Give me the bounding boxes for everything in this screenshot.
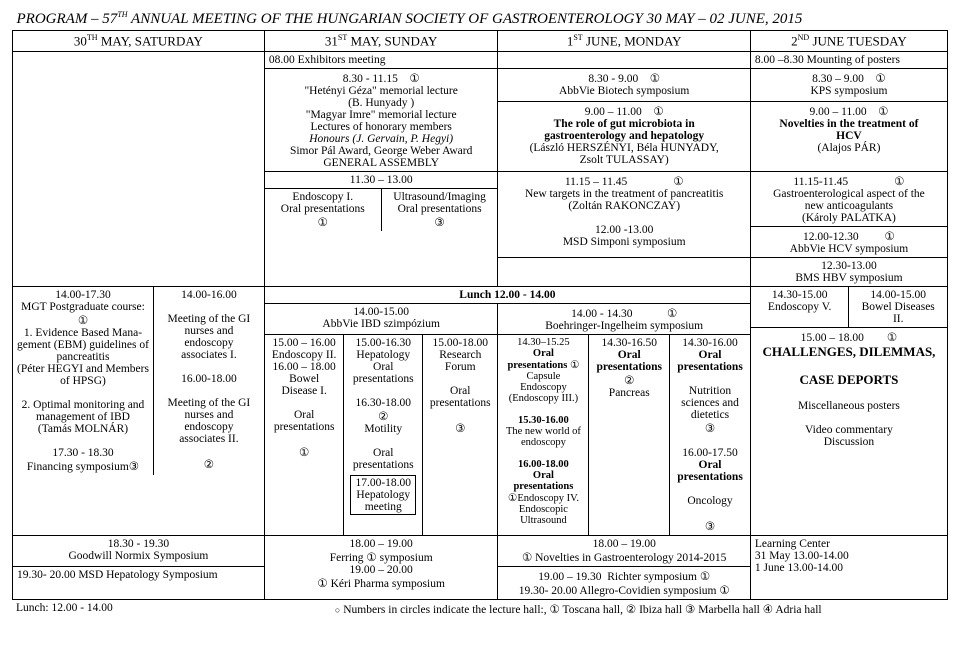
title-rest: ANNUAL MEETING OF THE HUNGARIAN SOCIETY …	[128, 11, 803, 27]
mon-empty-late	[498, 258, 750, 287]
sun-pm-col2: 15.00-16.30 Hepatology Oral presentation…	[344, 335, 423, 536]
footer-lunch: Lunch: 12.00 - 14.00	[12, 600, 209, 618]
day-sat: 30TH MAY, SATURDAY	[13, 31, 265, 52]
tue-hcv: 9.00 – 11.00 ① Novelties in the treatmen…	[750, 101, 947, 171]
title-prefix: PROGRAM – 57	[17, 11, 118, 27]
mon-pm-col2: 14.30-16.50 Oral presentations ② Pancrea…	[589, 335, 670, 536]
mon-pancreatitis: 11.15 – 11.45 ① New targets in the treat…	[498, 172, 750, 258]
title-sup: TH	[117, 10, 127, 19]
sun-memorial: 8.30 - 11.15 ① "Hetényi Géza" memorial l…	[264, 69, 498, 172]
mon-richter: 19.00 – 19.30 Richter symposium ① 19.30-…	[498, 567, 750, 600]
mon-empty-1	[498, 52, 750, 69]
exhibitors: 08.00 Exhibitors meeting	[264, 52, 498, 69]
tue-abbvie-hcv: 12.00-12.30 ① AbbVie HCV symposium	[750, 227, 947, 258]
day-tue: 2ND JUNE TUESDAY	[750, 31, 947, 52]
mon-pm-col1: 14.30–15.25 Oral presentations ① Capsule…	[498, 335, 589, 536]
day-mon: 1ST JUNE, MONDAY	[498, 31, 750, 52]
sat-msd: 19.30- 20.00 MSD Hepatology Symposium	[13, 567, 265, 600]
tue-kps: 8.30 – 9.00 ① KPS symposium	[750, 69, 947, 102]
tue-bms: 12.30-13.00 BMS HBV symposium	[750, 258, 947, 287]
sun-pm-col1: 15.00 – 16.00 Endoscopy II. 16.00 – 18.0…	[264, 335, 344, 536]
mon-microbiota: 9.00 – 11.00 ① The role of gut microbiot…	[498, 101, 750, 171]
sun-abbvie-ibd: 14.00-15.00 AbbVie IBD szimpózium	[264, 304, 498, 335]
sun-eve: 18.00 – 19.00 Ferring ① symposium 19.00 …	[264, 536, 498, 600]
mon-novelties: 18.00 – 19.00 ① Novelties in Gastroenter…	[498, 536, 750, 567]
program-title: PROGRAM – 57TH ANNUAL MEETING OF THE HUN…	[13, 8, 948, 31]
mon-pm-col3: 14.30-16.00 Oral presentations Nutrition…	[670, 335, 751, 536]
sat-empty-am	[13, 52, 265, 287]
tue-pm: 14.30-15.00 Endoscopy V. 14.00-15.00 Bow…	[750, 287, 947, 536]
tue-learning: Learning Center 31 May 13.00-14.00 1 Jun…	[750, 536, 947, 600]
posters: 8.00 –8.30 Mounting of posters	[750, 52, 947, 69]
program-table: PROGRAM – 57TH ANNUAL MEETING OF THE HUN…	[12, 8, 948, 600]
sat-pm: 14.00-17.30 MGT Postgraduate course: ① 1…	[13, 287, 265, 536]
footer-legend: ○ Numbers in circles indicate the lectur…	[209, 600, 948, 618]
sat-goodwill: 18.30 - 19.30 Goodwill Normix Symposium	[13, 536, 265, 567]
mon-boehringer: 14.00 - 14.30 ① Boehringer-Ingelheim sym…	[498, 304, 750, 335]
mon-abbvie-biotech: 8.30 - 9.00 ① AbbVie Biotech symposium	[498, 69, 750, 102]
sun-late-am: 11.30 – 13.00 Endoscopy I. Oral presenta…	[264, 172, 498, 287]
tue-anticoag: 11.15-11.45 ① Gastroenterological aspect…	[750, 172, 947, 227]
day-sun: 31ST MAY, SUNDAY	[264, 31, 498, 52]
lunch-label: Lunch 12.00 - 14.00	[264, 287, 750, 304]
sun-pm-col3: 15.00-18.00 Research Forum Oral presenta…	[423, 335, 498, 536]
